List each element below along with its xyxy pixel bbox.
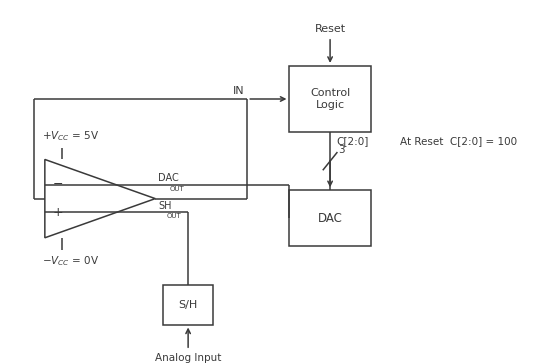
Text: C[2:0]: C[2:0] bbox=[336, 136, 369, 146]
Text: OUT: OUT bbox=[170, 186, 185, 191]
Text: Analog Input: Analog Input bbox=[155, 353, 221, 363]
FancyBboxPatch shape bbox=[163, 285, 213, 325]
Text: At Reset  C[2:0] = 100: At Reset C[2:0] = 100 bbox=[400, 136, 517, 146]
Text: DAC: DAC bbox=[158, 173, 179, 183]
Text: $+V_{CC}$ = 5V: $+V_{CC}$ = 5V bbox=[42, 129, 99, 143]
Text: OUT: OUT bbox=[167, 213, 181, 219]
Text: IN: IN bbox=[233, 86, 245, 96]
Text: Control
Logic: Control Logic bbox=[310, 88, 350, 110]
Text: SH: SH bbox=[158, 201, 171, 211]
Text: Reset: Reset bbox=[314, 24, 346, 34]
Text: S/H: S/H bbox=[179, 300, 198, 310]
Text: +: + bbox=[53, 206, 63, 219]
Text: DAC: DAC bbox=[318, 212, 342, 225]
FancyBboxPatch shape bbox=[289, 66, 371, 132]
FancyBboxPatch shape bbox=[289, 190, 371, 246]
Text: $-V_{CC}$ = 0V: $-V_{CC}$ = 0V bbox=[42, 254, 99, 268]
Text: −: − bbox=[53, 178, 63, 191]
Text: 3: 3 bbox=[338, 145, 345, 155]
